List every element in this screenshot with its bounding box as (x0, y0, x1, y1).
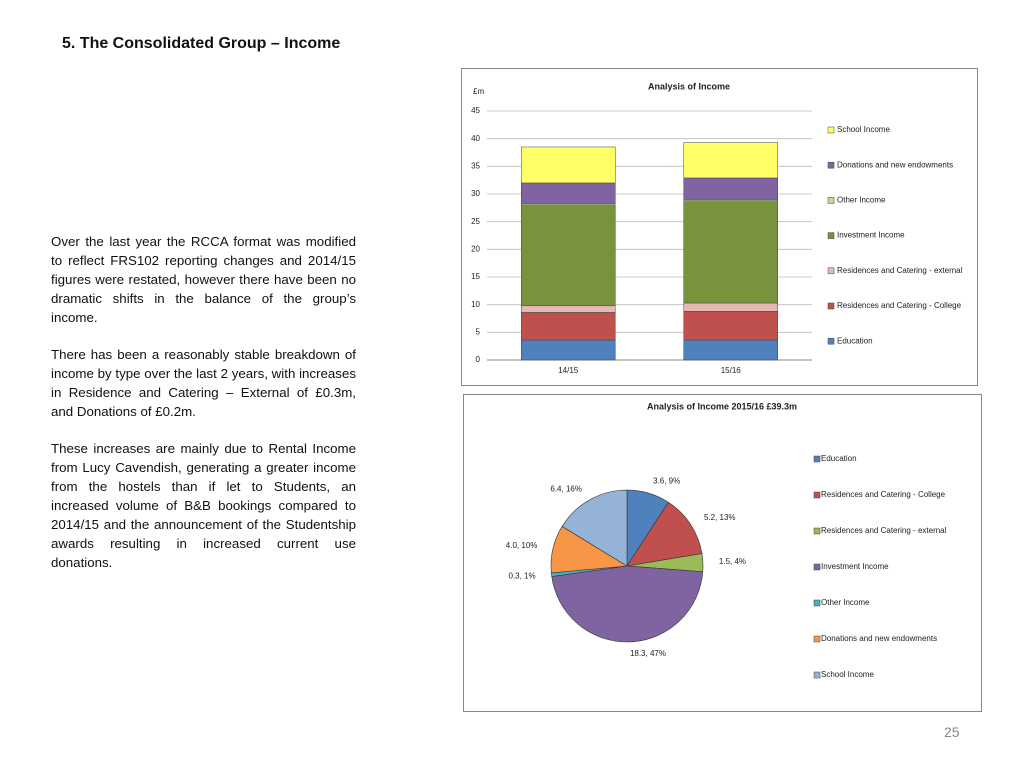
legend-swatch (827, 232, 835, 239)
bar-segment (683, 311, 778, 341)
y-tick-label: 35 (471, 161, 480, 170)
data-label: 3.6, 9% (653, 477, 680, 486)
bar-segment (521, 305, 616, 313)
legend-swatch (813, 635, 821, 643)
legend-swatch (813, 599, 821, 607)
legend-label: Other Income (821, 598, 870, 607)
legend-label: Donations and new endowments (821, 634, 937, 643)
legend-label: School Income (837, 125, 890, 134)
y-tick-label: 25 (471, 217, 480, 226)
data-label: 6.4, 16% (550, 484, 582, 493)
legend-label: Other Income (837, 196, 886, 205)
legend-swatch (827, 302, 835, 310)
bar-segment (521, 339, 616, 361)
x-tick-label: 15/16 (721, 366, 742, 375)
y-tick-label: 0 (476, 355, 481, 364)
chart-title: Analysis of Income 2015/16 £39.3m (647, 401, 797, 411)
y-tick-label: 5 (476, 327, 481, 336)
data-label: 18.3, 47% (630, 649, 666, 658)
bar-segment (683, 142, 778, 179)
y-tick-label: 45 (471, 106, 480, 115)
pie-slice (561, 489, 628, 567)
y-tick-label: 15 (471, 272, 480, 281)
chart-frame (463, 394, 982, 712)
paragraph: There has been a reasonably stable break… (51, 347, 356, 419)
bar-segment (683, 177, 778, 201)
bar-segment (521, 146, 616, 184)
chart-title: Analysis of Income (648, 81, 730, 91)
page-number: 25 (944, 724, 960, 740)
data-label: 5.2, 13% (704, 513, 736, 522)
legend-label: Residences and Catering - external (821, 526, 947, 535)
x-tick-label: 14/15 (558, 366, 579, 375)
bar-segment (683, 339, 778, 361)
legend-label: Investment Income (821, 562, 889, 571)
pie-slice (551, 565, 704, 643)
y-tick-label: 10 (471, 300, 480, 309)
legend-swatch (827, 267, 835, 275)
legend-swatch (813, 491, 821, 499)
data-label: 1.5, 4% (719, 557, 746, 566)
y-axis-label: £m (473, 87, 484, 96)
legend-swatch (827, 126, 835, 134)
bar-segment (521, 182, 616, 205)
bar-segment (683, 302, 778, 312)
legend-swatch (827, 197, 835, 204)
bar-segment (683, 201, 778, 304)
legend-label: Investment Income (837, 231, 905, 240)
legend-label: Education (837, 336, 873, 345)
paragraph: Over the last year the RCCA format was m… (51, 234, 356, 325)
legend-swatch (813, 527, 821, 535)
data-label: 0.3, 1% (508, 571, 535, 580)
legend-label: School Income (821, 670, 874, 679)
y-tick-label: 20 (471, 244, 480, 253)
legend-swatch (813, 455, 821, 463)
legend-label: Donations and new endowments (837, 160, 953, 169)
legend-swatch (827, 161, 835, 169)
paragraph: These increases are mainly due to Rental… (51, 441, 356, 570)
legend-swatch (813, 563, 821, 571)
bar-segment (521, 312, 616, 341)
legend-label: Residences and Catering - external (837, 266, 963, 275)
data-label: 4.0, 10% (506, 541, 538, 550)
slide-title: 5. The Consolidated Group – Income (62, 35, 341, 52)
y-tick-label: 30 (471, 189, 480, 198)
legend-label: Education (821, 454, 857, 463)
legend-swatch (813, 671, 821, 679)
y-tick-label: 40 (471, 134, 480, 143)
pie-slice (626, 501, 703, 567)
legend-label: Residences and Catering - College (837, 301, 962, 310)
legend-swatch (827, 337, 835, 345)
bar-segment (521, 205, 616, 307)
legend-label: Residences and Catering - College (821, 490, 946, 499)
